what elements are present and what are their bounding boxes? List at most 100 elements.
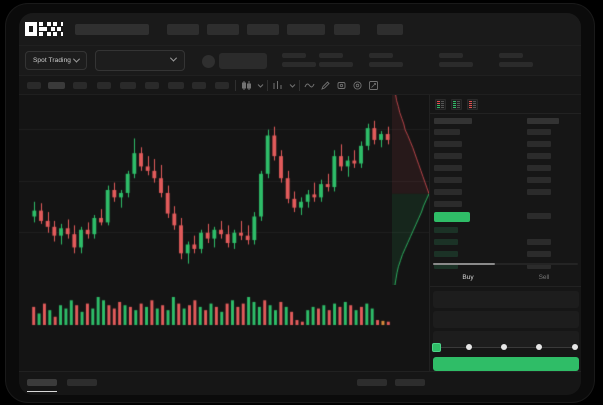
orderbook-last-price-highlight[interactable] bbox=[434, 212, 470, 222]
orderbook-amount[interactable] bbox=[527, 213, 551, 219]
pencil-icon[interactable] bbox=[320, 80, 331, 91]
orderbook-ask-price[interactable] bbox=[434, 189, 462, 195]
bottom-tab-active-indicator bbox=[27, 391, 57, 392]
last-price-value bbox=[219, 53, 267, 69]
timeframe-button[interactable] bbox=[168, 82, 184, 89]
stat-value bbox=[439, 62, 473, 67]
line-wave-icon[interactable] bbox=[304, 80, 315, 91]
bottom-tabs-bar bbox=[19, 371, 581, 395]
slider-step-dot[interactable] bbox=[501, 344, 507, 350]
toolbar-divider bbox=[235, 80, 236, 91]
timeframe-button[interactable] bbox=[192, 82, 206, 89]
slider-step-dot[interactable] bbox=[466, 344, 472, 350]
orderbook-ask-amount[interactable] bbox=[527, 177, 551, 183]
slider-step-dot[interactable] bbox=[536, 344, 542, 350]
nav-item-6[interactable] bbox=[377, 24, 403, 35]
stat-24h-change bbox=[282, 53, 316, 67]
orderbook-view-toggles bbox=[430, 95, 581, 114]
order-amount-field[interactable] bbox=[433, 311, 579, 328]
device-frame: Spot Trading bbox=[6, 4, 594, 402]
nav-item-1[interactable] bbox=[167, 24, 199, 35]
orderbook-scrollbar[interactable] bbox=[433, 263, 578, 265]
orderbook-ask-amount[interactable] bbox=[527, 129, 551, 135]
nav-item-2[interactable] bbox=[207, 24, 239, 35]
trading-pair-select[interactable] bbox=[95, 50, 185, 71]
toolbar-divider bbox=[267, 80, 268, 91]
orderbook-ask-amount[interactable] bbox=[527, 153, 551, 159]
buy-sell-tabs: Buy Sell bbox=[430, 269, 581, 287]
candlestick-icon[interactable] bbox=[241, 80, 252, 91]
orderbook-list[interactable] bbox=[430, 114, 581, 278]
orderbook-ask-amount[interactable] bbox=[527, 165, 551, 171]
nav-item-4[interactable] bbox=[287, 24, 325, 35]
orderbook-bid-amount[interactable] bbox=[527, 251, 551, 257]
stat-label bbox=[319, 53, 343, 58]
trading-mode-select[interactable]: Spot Trading bbox=[25, 51, 87, 70]
volume-chart bbox=[19, 285, 429, 345]
order-total-field[interactable] bbox=[433, 331, 579, 348]
stat-label bbox=[499, 53, 523, 58]
tab-sell[interactable]: Sell bbox=[538, 274, 550, 281]
nav-search-field[interactable] bbox=[75, 24, 149, 35]
orderbook-both-icon[interactable] bbox=[435, 99, 446, 110]
chevron-down-icon[interactable] bbox=[255, 80, 266, 91]
timeframe-button[interactable] bbox=[73, 82, 87, 89]
slider-step-dot[interactable] bbox=[572, 344, 578, 350]
orderbook-ask-price[interactable] bbox=[434, 165, 462, 171]
chevron-down-icon[interactable] bbox=[287, 80, 298, 91]
market-depth-chart bbox=[392, 95, 429, 285]
orderbook-bid-price[interactable] bbox=[434, 263, 458, 269]
orderbook-buy-icon[interactable] bbox=[451, 99, 462, 110]
order-amount-slider-handle[interactable] bbox=[432, 343, 441, 352]
chevron-down-icon bbox=[72, 55, 81, 63]
stat-24h-volume bbox=[439, 53, 473, 67]
bottom-tab-order-history[interactable] bbox=[67, 379, 97, 386]
bottom-action-1[interactable] bbox=[357, 379, 387, 386]
timeframe-button[interactable] bbox=[97, 82, 111, 89]
orderbook-bid-amount[interactable] bbox=[527, 263, 551, 269]
orderbook-sell-icon[interactable] bbox=[467, 99, 478, 110]
stat-24h-high bbox=[319, 53, 353, 67]
timeframe-button[interactable] bbox=[27, 82, 41, 89]
orderbook-bid-amount[interactable] bbox=[527, 239, 551, 245]
stat-label bbox=[282, 53, 306, 58]
orderbook-ask-amount[interactable] bbox=[527, 141, 551, 147]
orderbook-bid-price[interactable] bbox=[434, 251, 458, 257]
bottom-action-2[interactable] bbox=[395, 379, 425, 386]
orderbook-ask-price[interactable] bbox=[434, 177, 462, 183]
orderbook-bid-price[interactable] bbox=[434, 239, 458, 245]
fullscreen-icon[interactable] bbox=[368, 80, 379, 91]
timeframe-button[interactable] bbox=[145, 82, 159, 89]
stat-value bbox=[282, 62, 316, 67]
stat-label bbox=[369, 53, 393, 58]
orderbook-ask-price[interactable] bbox=[434, 153, 462, 159]
orderbook-ask-price[interactable] bbox=[434, 141, 462, 147]
chevron-down-icon bbox=[169, 54, 178, 62]
main-body: Buy Sell bbox=[19, 95, 581, 371]
nav-item-3[interactable] bbox=[247, 24, 279, 35]
place-buy-order-button[interactable] bbox=[433, 357, 579, 371]
stat-value bbox=[369, 62, 403, 67]
timeframe-button-active[interactable] bbox=[48, 82, 65, 89]
bottom-tab-open-orders[interactable] bbox=[27, 379, 57, 386]
app-screen: Spot Trading bbox=[19, 13, 581, 395]
okx-logo[interactable] bbox=[25, 22, 63, 36]
orderbook-ask-price[interactable] bbox=[434, 129, 460, 135]
timeframe-button[interactable] bbox=[215, 82, 229, 89]
orderbook-column-header-amount bbox=[527, 118, 559, 124]
stat-24h-low bbox=[369, 53, 403, 67]
settings-icon[interactable] bbox=[352, 80, 363, 91]
stat-value bbox=[319, 62, 353, 67]
alert-icon[interactable] bbox=[336, 80, 347, 91]
nav-item-5[interactable] bbox=[334, 24, 360, 35]
order-price-field[interactable] bbox=[433, 291, 579, 308]
orderbook-ask-price[interactable] bbox=[434, 201, 462, 207]
timeframe-button[interactable] bbox=[120, 82, 136, 89]
toolbar-divider bbox=[299, 80, 300, 91]
indicator-icon[interactable] bbox=[272, 80, 283, 91]
tab-buy[interactable]: Buy bbox=[462, 274, 474, 281]
candlestick-chart[interactable] bbox=[19, 95, 429, 285]
orderbook-ask-amount[interactable] bbox=[527, 189, 551, 195]
orderbook-bid-price[interactable] bbox=[434, 227, 458, 233]
price-chart-panel[interactable] bbox=[19, 95, 429, 371]
